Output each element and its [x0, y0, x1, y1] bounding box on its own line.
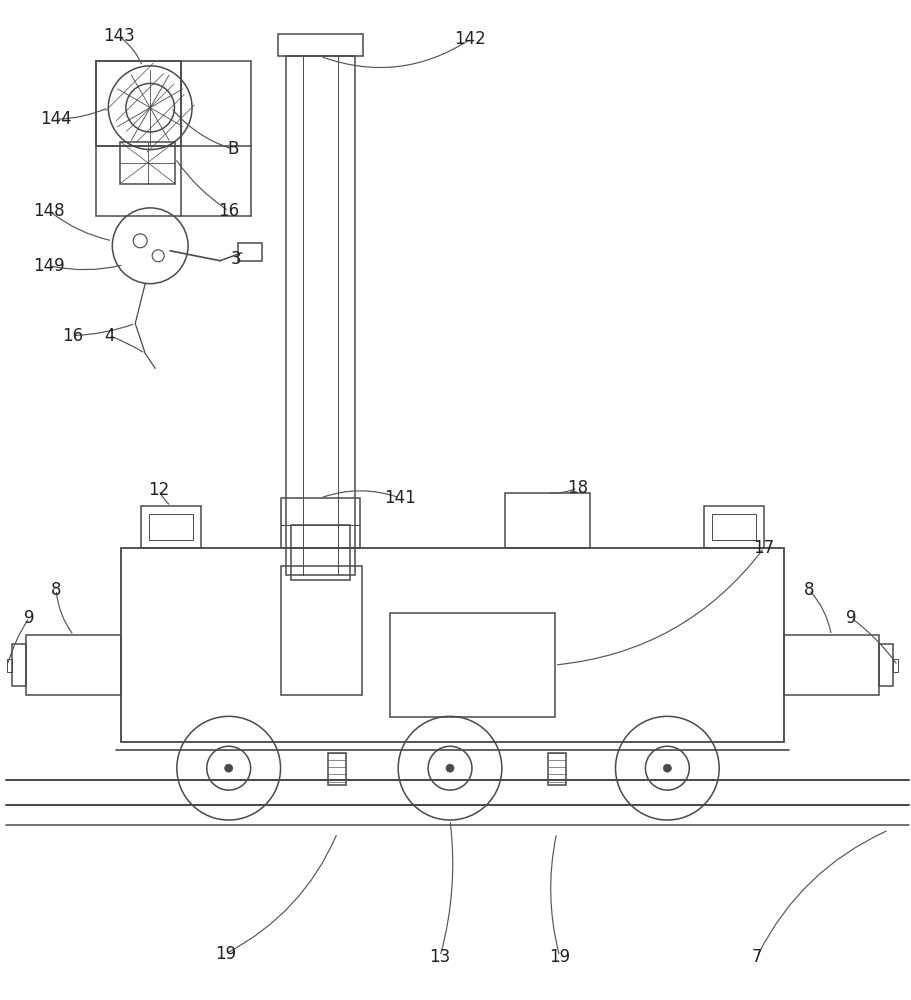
- Text: B: B: [227, 140, 239, 158]
- FancyArrowPatch shape: [550, 489, 575, 493]
- Bar: [7, 659, 13, 672]
- Circle shape: [225, 764, 232, 772]
- FancyArrowPatch shape: [56, 592, 72, 633]
- Text: 8: 8: [804, 581, 814, 599]
- FancyArrowPatch shape: [59, 109, 106, 119]
- Text: 17: 17: [753, 539, 774, 557]
- Circle shape: [663, 764, 671, 772]
- Text: 143: 143: [103, 27, 135, 45]
- FancyArrowPatch shape: [177, 161, 226, 209]
- Bar: [281, 498, 360, 548]
- FancyArrowPatch shape: [76, 324, 133, 335]
- Bar: [291, 525, 351, 580]
- Bar: [281, 566, 363, 695]
- Text: 144: 144: [40, 110, 72, 128]
- Bar: [141, 506, 200, 548]
- Text: 18: 18: [567, 479, 589, 497]
- Bar: [120, 142, 175, 184]
- FancyArrowPatch shape: [8, 620, 27, 663]
- Text: 142: 142: [454, 30, 486, 48]
- Text: 3: 3: [230, 250, 241, 268]
- Text: 19: 19: [215, 945, 236, 963]
- Bar: [879, 644, 893, 686]
- FancyArrowPatch shape: [173, 110, 230, 148]
- Text: 9: 9: [24, 609, 35, 627]
- Bar: [704, 506, 764, 548]
- Bar: [893, 659, 897, 672]
- FancyArrowPatch shape: [52, 265, 121, 270]
- Bar: [548, 753, 566, 785]
- Bar: [328, 753, 346, 785]
- Text: 148: 148: [34, 202, 65, 220]
- FancyArrowPatch shape: [239, 260, 240, 261]
- FancyArrowPatch shape: [121, 38, 141, 64]
- Text: 13: 13: [429, 948, 451, 966]
- FancyArrowPatch shape: [112, 337, 143, 352]
- FancyArrowPatch shape: [51, 213, 109, 240]
- Bar: [285, 56, 355, 575]
- FancyArrowPatch shape: [323, 41, 467, 68]
- FancyArrowPatch shape: [228, 836, 336, 952]
- Bar: [712, 514, 756, 540]
- Bar: [505, 493, 589, 548]
- Text: 7: 7: [752, 948, 763, 966]
- Text: 8: 8: [51, 581, 61, 599]
- FancyArrowPatch shape: [558, 550, 763, 665]
- Text: 16: 16: [63, 327, 84, 345]
- Circle shape: [446, 764, 454, 772]
- Bar: [96, 61, 251, 216]
- FancyArrowPatch shape: [441, 823, 453, 954]
- Text: 9: 9: [845, 609, 856, 627]
- FancyArrowPatch shape: [811, 592, 831, 633]
- Bar: [26, 635, 121, 695]
- Bar: [390, 613, 555, 717]
- Text: 149: 149: [34, 257, 65, 275]
- FancyArrowPatch shape: [758, 831, 886, 954]
- Bar: [238, 243, 261, 261]
- Text: 16: 16: [218, 202, 240, 220]
- FancyArrowPatch shape: [323, 491, 397, 497]
- FancyArrowPatch shape: [853, 619, 896, 663]
- Bar: [278, 34, 363, 56]
- FancyArrowPatch shape: [550, 836, 559, 954]
- Bar: [148, 514, 193, 540]
- Text: 12: 12: [148, 481, 169, 499]
- Bar: [121, 548, 784, 742]
- Text: 141: 141: [384, 489, 416, 507]
- Bar: [96, 61, 181, 146]
- Text: 4: 4: [104, 327, 114, 345]
- Text: 19: 19: [549, 948, 570, 966]
- Bar: [784, 635, 879, 695]
- FancyArrowPatch shape: [160, 493, 169, 504]
- Bar: [13, 644, 26, 686]
